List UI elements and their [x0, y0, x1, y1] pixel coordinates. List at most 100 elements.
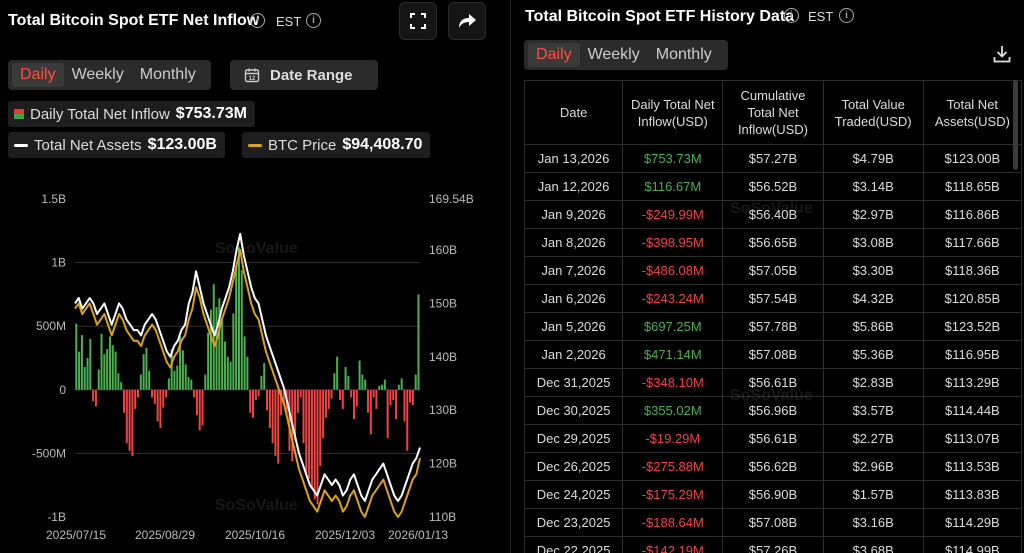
inflow-bar[interactable] [145, 347, 148, 390]
inflow-bar[interactable] [330, 389, 333, 399]
inflow-bar[interactable] [167, 378, 170, 390]
inflow-bar[interactable] [240, 270, 243, 390]
inflow-bar[interactable] [94, 389, 97, 407]
inflow-bar[interactable] [341, 389, 344, 409]
inflow-bar[interactable] [179, 336, 182, 390]
info-icon[interactable]: i [306, 13, 321, 28]
inflow-bar[interactable] [271, 389, 274, 444]
inflow-bar[interactable] [139, 374, 142, 390]
inflow-bar[interactable] [235, 265, 238, 390]
table-row[interactable]: Jan 6,2026 -$243.24M $57.54B $4.32B $120.85B [524, 284, 1022, 313]
inflow-bar[interactable] [355, 389, 358, 407]
col-net-assets[interactable]: Total Net Assets(USD) [922, 80, 1022, 145]
inflow-bar[interactable] [403, 389, 406, 422]
inflow-bar[interactable] [92, 389, 95, 402]
inflow-bar[interactable] [237, 247, 240, 390]
inflow-bar[interactable] [288, 389, 291, 451]
inflow-bar[interactable] [215, 307, 218, 390]
inflow-bar[interactable] [260, 375, 263, 390]
net-assets-line[interactable] [74, 232, 421, 502]
tab-daily[interactable]: Daily [528, 43, 580, 67]
inflow-bar[interactable] [226, 356, 229, 390]
inflow-bar[interactable] [411, 389, 414, 406]
inflow-bar[interactable] [358, 360, 361, 390]
inflow-bar[interactable] [395, 389, 398, 420]
download-icon[interactable] [992, 44, 1012, 64]
btc-price-line[interactable] [74, 249, 421, 518]
inflow-bar[interactable] [106, 349, 109, 390]
inflow-bar[interactable] [151, 389, 154, 398]
inflow-bar[interactable] [308, 389, 311, 479]
inflow-bar[interactable] [352, 389, 355, 420]
info-icon[interactable]: i [839, 8, 854, 23]
inflow-bar[interactable] [207, 332, 210, 390]
inflow-bar[interactable] [97, 369, 100, 390]
inflow-bar[interactable] [221, 318, 224, 390]
inflow-bar[interactable] [134, 389, 137, 409]
inflow-bar[interactable] [243, 336, 246, 390]
inflow-bar[interactable] [367, 389, 370, 413]
inflow-bar[interactable] [406, 389, 409, 451]
inflow-bar[interactable] [392, 389, 395, 400]
inflow-bar[interactable] [103, 354, 106, 390]
inflow-bar[interactable] [372, 389, 375, 398]
table-row[interactable]: Jan 9,2026 -$249.99M $56.40B $2.97B $116.86B [524, 200, 1022, 229]
inflow-bar[interactable] [229, 361, 232, 390]
inflow-bar[interactable] [350, 389, 353, 398]
inflow-bar[interactable] [266, 389, 269, 411]
inflow-bar[interactable] [333, 373, 336, 390]
inflow-bar[interactable] [212, 284, 215, 390]
tab-weekly[interactable]: Weekly [71, 66, 124, 83]
inflow-bar[interactable] [327, 389, 330, 409]
inflow-bar[interactable] [198, 389, 201, 431]
date-range-button[interactable]: 12 Date Range [230, 60, 378, 90]
inflow-bar[interactable] [361, 374, 364, 390]
inflow-bar[interactable] [137, 389, 140, 398]
inflow-bar[interactable] [83, 366, 86, 390]
inflow-bar[interactable] [257, 389, 260, 397]
inflow-bar[interactable] [397, 384, 400, 390]
inflow-bar[interactable] [310, 389, 313, 490]
inflow-bar[interactable] [417, 294, 420, 390]
inflow-bar[interactable] [294, 389, 297, 441]
inflow-bar[interactable] [159, 389, 162, 428]
info-icon[interactable]: i [250, 13, 265, 28]
table-row[interactable]: Dec 23,2025 -$188.64M $57.08B $3.16B $114.29… [524, 508, 1022, 537]
table-row[interactable]: Jan 5,2026 $697.25M $57.78B $5.86B $123.52B [524, 312, 1022, 341]
inflow-bar[interactable] [389, 389, 392, 406]
inflow-bar[interactable] [218, 298, 221, 390]
table-row[interactable]: Jan 12,2026 $116.67M $56.52B $3.14B $118.65B [524, 172, 1022, 201]
inflow-bar[interactable] [344, 366, 347, 390]
inflow-bar[interactable] [187, 377, 190, 390]
inflow-bar[interactable] [78, 351, 81, 390]
inflow-bar[interactable] [263, 363, 266, 390]
inflow-bar[interactable] [336, 356, 339, 390]
inflow-bar[interactable] [249, 389, 252, 413]
inflow-bar[interactable] [209, 309, 212, 390]
table-row[interactable]: Jan 7,2026 -$486.08M $57.05B $3.30B $118.36B [524, 256, 1022, 285]
inflow-bar[interactable] [108, 336, 111, 390]
inflow-bar[interactable] [305, 389, 308, 474]
inflow-bar[interactable] [302, 389, 305, 444]
inflow-bar[interactable] [400, 378, 403, 390]
table-row[interactable]: Dec 26,2025 -$275.88M $56.62B $2.96B $113.53… [524, 452, 1022, 481]
table-scrollbar[interactable] [1013, 80, 1018, 170]
inflow-bar[interactable] [89, 338, 92, 390]
inflow-bar[interactable] [131, 389, 134, 456]
inflow-bar[interactable] [316, 389, 319, 505]
legend-btc-price[interactable]: BTC Price $94,408.70 [242, 132, 431, 158]
inflow-bar[interactable] [75, 323, 78, 390]
col-cumulative-inflow[interactable]: Cumulative Total Net Inflow(USD) [722, 80, 824, 145]
inflow-bar[interactable] [120, 382, 123, 390]
tab-daily[interactable]: Daily [12, 63, 64, 87]
inflow-bar[interactable] [375, 389, 378, 409]
inflow-bar[interactable] [114, 351, 117, 390]
inflow-bar[interactable] [232, 313, 235, 390]
table-row[interactable]: Dec 31,2025 -$348.10M $56.61B $2.83B $113.29… [524, 368, 1022, 397]
inflow-bar[interactable] [165, 389, 168, 398]
inflow-bar[interactable] [156, 389, 159, 422]
inflow-bar[interactable] [347, 375, 350, 390]
table-row[interactable]: Jan 13,2026 $753.73M $57.27B $4.79B $123.00B [524, 144, 1022, 173]
inflow-bar[interactable] [282, 389, 285, 406]
inflow-bar[interactable] [280, 389, 283, 416]
